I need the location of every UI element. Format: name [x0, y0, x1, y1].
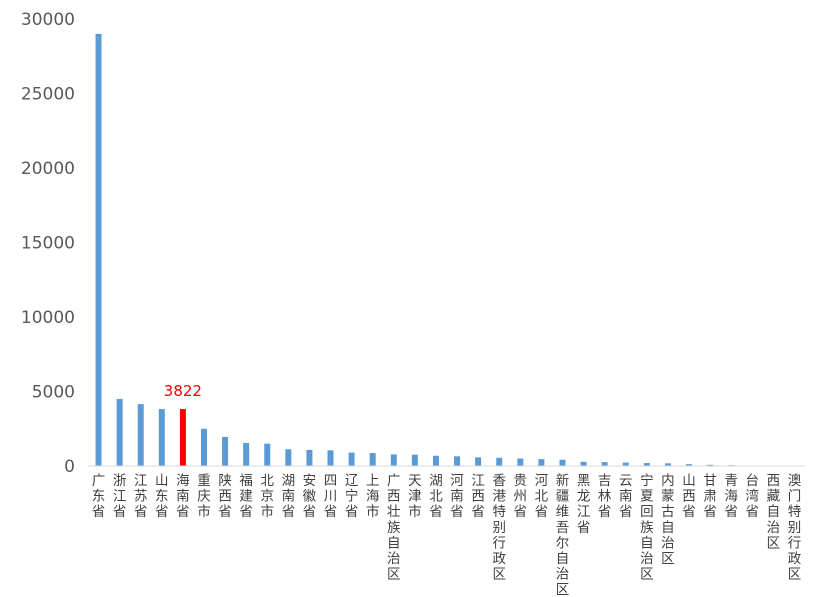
bar-12 [348, 452, 355, 466]
x-tick-label: 重庆市 [197, 473, 211, 520]
x-tick-label: 贵州省 [514, 473, 528, 520]
x-tick-label: 海南省 [176, 473, 190, 520]
bar-23 [580, 461, 587, 466]
y-tick-label: 30000 [21, 10, 75, 30]
x-tick-label: 山西省 [682, 473, 696, 520]
x-tick-label: 澳门特别行政区 [788, 473, 802, 583]
bar-18 [475, 457, 482, 466]
bar-14 [390, 454, 397, 466]
x-tick-label: 新疆维吾尔自治区 [556, 473, 570, 597]
x-tick-label: 甘肃省 [703, 473, 717, 520]
x-tick-label: 福建省 [239, 473, 253, 520]
bar-17 [454, 456, 461, 466]
bar-11 [327, 450, 334, 466]
bar-25 [622, 462, 629, 466]
x-tick-label: 江苏省 [134, 473, 148, 520]
y-tick-label: 0 [64, 457, 75, 477]
bar-1 [116, 398, 123, 466]
y-tick-label: 10000 [21, 308, 75, 328]
bar-27 [664, 463, 671, 466]
bar-16 [432, 455, 439, 466]
x-tick-label: 浙江省 [113, 473, 127, 520]
bar-2 [137, 404, 144, 466]
bar-19 [496, 457, 503, 466]
bar-7 [243, 442, 250, 466]
x-tick-label: 陕西省 [218, 473, 232, 520]
x-tick-label: 广东省 [92, 473, 106, 520]
bar-21 [538, 459, 545, 466]
y-tick-label: 20000 [21, 159, 75, 179]
bar-5 [200, 428, 207, 466]
x-tick-label: 北京市 [261, 473, 275, 520]
x-tick-label: 云南省 [619, 473, 633, 520]
x-tick-label: 河北省 [535, 473, 549, 520]
x-tick-label: 宁夏回族自治区 [640, 472, 654, 583]
bar-28 [686, 464, 693, 466]
bar-4 [179, 409, 186, 466]
x-tick-label: 青海省 [724, 473, 738, 520]
x-tick-label: 香港特别行政区 [492, 473, 506, 583]
y-axis: 0 5000 10000 15000 20000 25000 30000 [21, 10, 75, 477]
x-tick-label: 内蒙古自治区 [661, 473, 675, 567]
x-tick-label: 吉林省 [598, 473, 612, 520]
x-tick-label: 辽宁省 [345, 473, 359, 520]
x-tick-label: 台湾省 [746, 473, 760, 520]
x-tick-label: 黑龙江省 [577, 473, 591, 536]
data-labels: 3822 [164, 382, 202, 400]
bar-22 [559, 459, 566, 466]
y-tick-label: 15000 [21, 234, 75, 254]
x-tick-label: 广西壮族自治区 [387, 473, 401, 583]
x-tick-label: 西藏自治区 [767, 473, 781, 551]
bar-15 [411, 454, 418, 466]
x-tick-label: 河南省 [450, 473, 464, 520]
bar-0 [95, 33, 102, 467]
bar-20 [517, 458, 524, 466]
x-tick-label: 山东省 [155, 473, 169, 520]
bar-13 [369, 453, 376, 466]
x-tick-label: 湖北省 [429, 473, 443, 520]
x-tick-label: 安徽省 [303, 473, 317, 520]
bar-29 [707, 464, 714, 466]
bars [95, 33, 798, 467]
x-tick-label: 上海市 [366, 473, 380, 520]
y-tick-label: 5000 [32, 383, 75, 403]
bar-6 [222, 436, 229, 466]
bar-3 [158, 409, 165, 466]
bar-10 [306, 449, 313, 466]
x-tick-label: 四川省 [324, 473, 338, 520]
bar-9 [285, 449, 292, 466]
x-tick-label: 江西省 [471, 473, 485, 520]
bar-24 [601, 462, 608, 466]
bar-26 [643, 463, 650, 466]
y-tick-label: 25000 [21, 85, 75, 105]
bar-8 [264, 443, 271, 466]
x-axis-labels: 广东省浙江省江苏省山东省海南省重庆市陕西省福建省北京市湖南省安徽省四川省辽宁省上… [92, 472, 802, 597]
data-label: 3822 [164, 382, 202, 400]
x-tick-label: 天津市 [408, 473, 422, 520]
x-tick-label: 湖南省 [282, 473, 296, 520]
